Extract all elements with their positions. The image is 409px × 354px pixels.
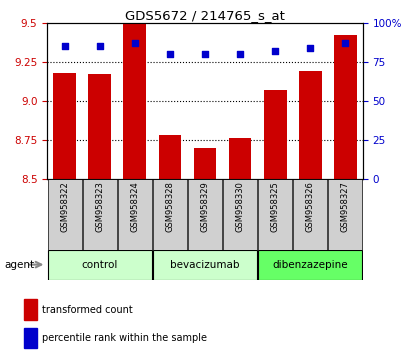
Bar	[53, 73, 76, 179]
Text: GSM958326: GSM958326	[305, 182, 314, 233]
Bar	[187, 179, 221, 250]
Text: GSM958325: GSM958325	[270, 182, 279, 232]
Text: percentile rank within the sample: percentile rank within the sample	[42, 333, 207, 343]
Text: control: control	[81, 259, 118, 270]
Text: bevacizumab: bevacizumab	[170, 259, 239, 270]
Text: GSM958329: GSM958329	[200, 182, 209, 232]
Point	[61, 44, 68, 49]
Point	[306, 45, 313, 51]
Point	[131, 40, 138, 46]
Point	[201, 51, 208, 57]
Text: agent: agent	[4, 259, 34, 270]
Point	[96, 44, 103, 49]
Bar	[47, 250, 152, 280]
Point	[166, 51, 173, 57]
Text: GSM958330: GSM958330	[235, 182, 244, 233]
Bar	[88, 74, 111, 179]
Bar	[222, 179, 256, 250]
Bar	[193, 148, 216, 179]
Bar	[327, 179, 361, 250]
Text: GSM958322: GSM958322	[60, 182, 69, 232]
Bar	[153, 250, 256, 280]
Point	[236, 51, 243, 57]
Bar	[123, 23, 146, 179]
Bar	[117, 179, 151, 250]
Point	[341, 40, 348, 46]
Bar	[257, 250, 362, 280]
Bar	[82, 179, 116, 250]
Bar	[228, 138, 251, 179]
Text: dibenzazepine: dibenzazepine	[272, 259, 347, 270]
Bar	[263, 90, 286, 179]
Text: transformed count: transformed count	[42, 305, 133, 315]
Point	[271, 48, 278, 54]
Bar	[292, 179, 326, 250]
Text: GSM958327: GSM958327	[340, 182, 349, 233]
Bar	[298, 71, 321, 179]
Text: GSM958324: GSM958324	[130, 182, 139, 232]
Bar	[153, 179, 187, 250]
Bar	[257, 179, 291, 250]
Text: GDS5672 / 214765_s_at: GDS5672 / 214765_s_at	[125, 9, 284, 22]
Bar	[333, 35, 356, 179]
Text: GSM958328: GSM958328	[165, 182, 174, 233]
Text: GSM958323: GSM958323	[95, 182, 104, 233]
Bar	[24, 328, 37, 348]
Bar	[24, 299, 37, 320]
Bar	[158, 135, 181, 179]
Bar	[47, 179, 81, 250]
